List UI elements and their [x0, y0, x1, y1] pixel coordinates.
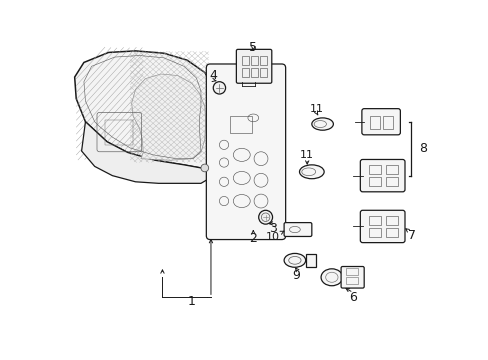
Bar	[368, 177, 380, 186]
Text: 5: 5	[249, 41, 257, 54]
FancyBboxPatch shape	[361, 109, 400, 135]
Bar	[241, 68, 248, 77]
Circle shape	[213, 82, 225, 94]
Polygon shape	[81, 122, 212, 183]
Bar	[368, 228, 380, 237]
Bar	[385, 177, 397, 186]
Bar	[345, 268, 357, 275]
Polygon shape	[131, 74, 205, 160]
Ellipse shape	[284, 253, 305, 267]
FancyBboxPatch shape	[360, 210, 404, 243]
FancyBboxPatch shape	[360, 159, 404, 192]
Text: 7: 7	[407, 229, 415, 242]
Bar	[105, 120, 133, 145]
FancyBboxPatch shape	[284, 222, 311, 237]
FancyBboxPatch shape	[236, 49, 271, 83]
Bar	[385, 216, 397, 225]
Circle shape	[258, 210, 272, 224]
Text: 10: 10	[265, 232, 279, 242]
Ellipse shape	[321, 269, 342, 286]
Bar	[305, 254, 316, 266]
Bar	[368, 216, 380, 225]
Text: 2: 2	[249, 232, 257, 245]
Text: 6: 6	[349, 291, 357, 304]
Bar	[230, 116, 251, 133]
Ellipse shape	[299, 165, 324, 179]
Text: 4: 4	[209, 69, 217, 82]
FancyBboxPatch shape	[341, 266, 364, 288]
Circle shape	[201, 164, 208, 172]
Text: 8: 8	[418, 142, 426, 155]
Bar	[260, 68, 266, 77]
Text: 11: 11	[300, 150, 314, 160]
Bar	[383, 116, 393, 130]
Polygon shape	[75, 51, 213, 170]
Bar	[385, 165, 397, 174]
Bar	[385, 228, 397, 237]
Bar	[368, 165, 380, 174]
Text: 3: 3	[269, 221, 277, 234]
Ellipse shape	[311, 118, 333, 130]
Bar	[250, 68, 257, 77]
Bar	[241, 55, 248, 65]
Text: 1: 1	[187, 294, 195, 308]
Text: 9: 9	[292, 269, 300, 282]
Bar	[369, 116, 379, 130]
Bar	[260, 55, 266, 65]
Text: 11: 11	[309, 104, 323, 114]
Bar	[345, 277, 357, 284]
FancyBboxPatch shape	[206, 64, 285, 239]
Bar	[250, 55, 257, 65]
